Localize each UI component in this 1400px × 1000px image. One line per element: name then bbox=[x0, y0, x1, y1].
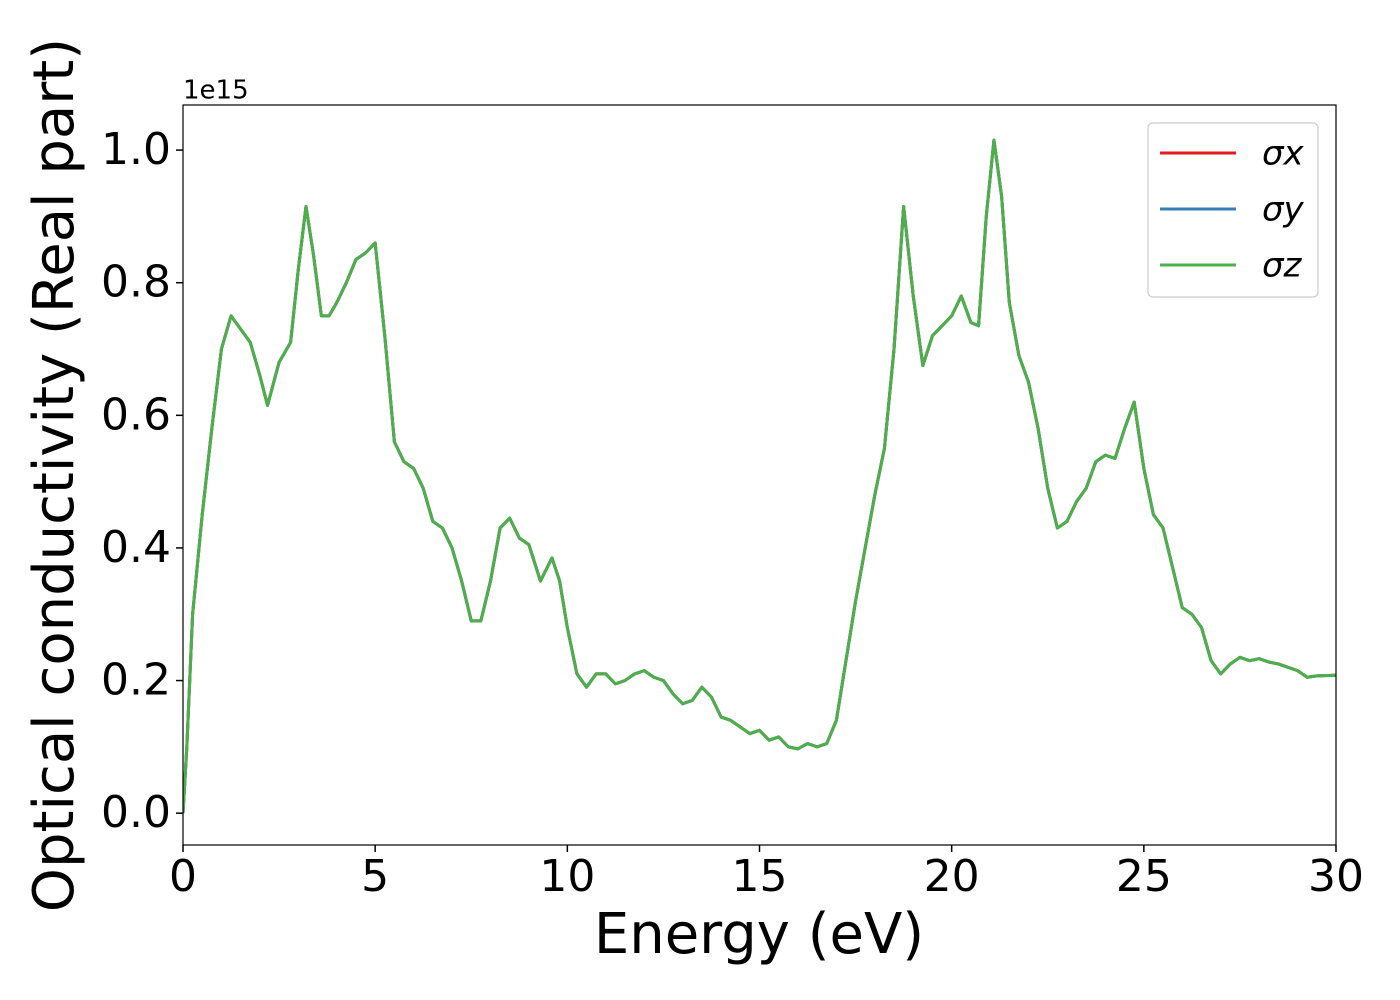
x-tick-label: 10 bbox=[539, 851, 595, 902]
y-tick-label: 0.6 bbox=[101, 389, 171, 440]
y-tick-label: 0.8 bbox=[101, 257, 171, 308]
y-tick-label: 0.4 bbox=[101, 522, 171, 573]
x-tick-label: 0 bbox=[169, 851, 197, 902]
x-tick-label: 30 bbox=[1308, 851, 1364, 902]
x-tick-label: 5 bbox=[361, 851, 389, 902]
x-axis-label: Energy (eV) bbox=[594, 902, 924, 967]
line-series bbox=[183, 138, 1336, 814]
x-tick-label: 25 bbox=[1116, 851, 1172, 902]
legend-label: σz bbox=[1262, 246, 1303, 286]
x-tick-label: 20 bbox=[924, 851, 980, 902]
y-tick-label: 0.2 bbox=[101, 655, 171, 706]
legend-label: σx bbox=[1262, 134, 1305, 174]
y-tick-label: 0.0 bbox=[101, 787, 171, 838]
y-axis-label: Optical conductivity (Real part) bbox=[22, 38, 87, 912]
plot-frame bbox=[182, 104, 1337, 846]
y-tick-label: 1.0 bbox=[101, 124, 171, 175]
legend-label: σy bbox=[1262, 190, 1305, 230]
offset-text: 1e15 bbox=[183, 76, 249, 106]
x-tick-label: 15 bbox=[732, 851, 788, 902]
